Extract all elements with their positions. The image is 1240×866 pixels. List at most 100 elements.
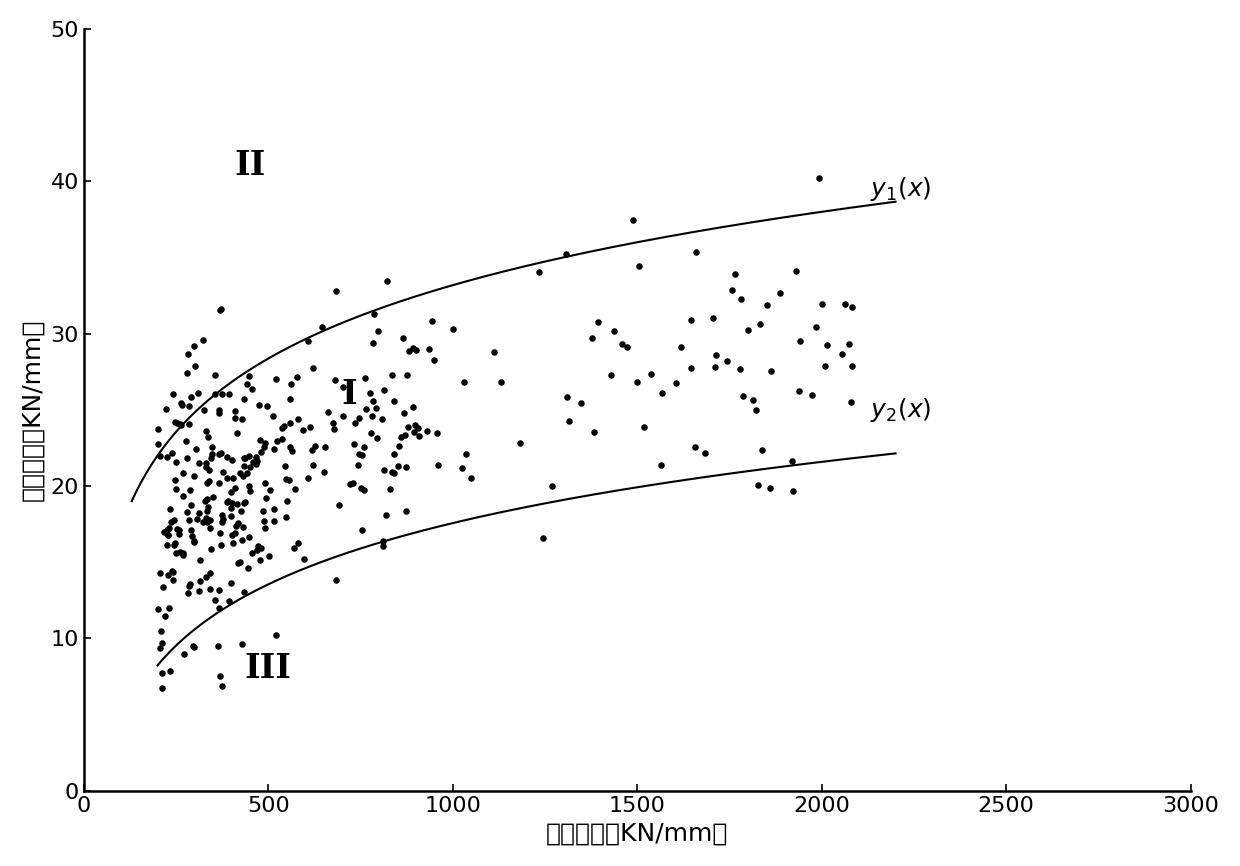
- Point: [373, 534, 393, 548]
- Point: [417, 424, 436, 438]
- Point: [167, 416, 187, 430]
- Point: [180, 577, 200, 591]
- Point: [212, 679, 232, 693]
- Point: [281, 377, 301, 391]
- Point: [156, 402, 176, 416]
- Point: [186, 443, 206, 456]
- Point: [622, 213, 642, 227]
- Point: [322, 416, 342, 430]
- Point: [231, 555, 250, 569]
- Point: [588, 315, 608, 329]
- Text: I: I: [341, 378, 357, 411]
- Point: [686, 440, 706, 454]
- Point: [760, 481, 780, 495]
- Point: [671, 340, 691, 354]
- Point: [264, 442, 284, 456]
- Point: [254, 440, 274, 454]
- Point: [234, 451, 254, 465]
- Point: [255, 491, 275, 505]
- Point: [182, 638, 202, 652]
- Point: [839, 337, 859, 351]
- Point: [234, 585, 254, 599]
- Point: [409, 430, 429, 443]
- Point: [312, 320, 332, 334]
- Point: [491, 375, 511, 389]
- Point: [706, 348, 725, 362]
- Point: [717, 354, 737, 368]
- Point: [315, 440, 335, 454]
- Point: [206, 387, 226, 401]
- Point: [200, 463, 219, 477]
- Point: [238, 560, 258, 574]
- Point: [389, 439, 409, 453]
- Point: [157, 528, 177, 542]
- Point: [197, 504, 217, 518]
- Point: [221, 501, 241, 515]
- Point: [243, 383, 263, 397]
- Point: [169, 527, 188, 541]
- Point: [383, 447, 403, 461]
- Point: [174, 488, 193, 502]
- Point: [210, 584, 229, 598]
- Point: [267, 434, 286, 448]
- Point: [250, 433, 270, 447]
- Point: [510, 436, 529, 450]
- Point: [326, 572, 346, 586]
- Point: [393, 331, 413, 345]
- Point: [288, 412, 308, 426]
- Point: [342, 476, 362, 490]
- Point: [303, 458, 322, 472]
- Point: [403, 401, 423, 415]
- Point: [175, 647, 195, 661]
- Text: $y_1(x)$: $y_1(x)$: [869, 175, 931, 203]
- Point: [181, 391, 201, 404]
- Point: [211, 538, 231, 552]
- Point: [687, 245, 707, 259]
- Point: [348, 410, 368, 424]
- Point: [165, 536, 185, 550]
- Point: [167, 521, 187, 535]
- Y-axis label: 标准扭矩（KN/mm）: 标准扭矩（KN/mm）: [21, 319, 45, 501]
- Point: [301, 443, 321, 457]
- Point: [398, 420, 418, 434]
- Point: [164, 538, 184, 552]
- Point: [232, 504, 252, 518]
- Point: [259, 549, 279, 563]
- Point: [160, 663, 180, 677]
- Point: [172, 547, 192, 561]
- Point: [218, 494, 238, 508]
- Point: [424, 352, 444, 366]
- Point: [559, 414, 579, 428]
- Point: [314, 465, 334, 479]
- Point: [191, 574, 211, 588]
- Point: [746, 404, 766, 417]
- Point: [237, 466, 257, 480]
- Point: [377, 275, 397, 288]
- Point: [196, 494, 216, 508]
- Point: [255, 436, 275, 450]
- Point: [176, 435, 196, 449]
- Point: [394, 405, 414, 419]
- Point: [790, 334, 810, 348]
- Point: [239, 460, 259, 474]
- Text: $y_2(x)$: $y_2(x)$: [869, 396, 931, 423]
- Point: [161, 515, 181, 529]
- Point: [201, 450, 221, 464]
- Point: [232, 637, 252, 651]
- Point: [703, 311, 723, 325]
- Point: [212, 508, 232, 522]
- Point: [280, 392, 300, 406]
- Point: [782, 455, 802, 469]
- Point: [294, 423, 314, 436]
- Point: [232, 533, 252, 547]
- Point: [226, 527, 246, 540]
- Point: [317, 405, 337, 419]
- Point: [730, 363, 750, 377]
- Point: [234, 495, 254, 509]
- Point: [340, 477, 360, 491]
- Point: [329, 498, 348, 512]
- Point: [272, 432, 291, 446]
- Point: [254, 520, 274, 534]
- Point: [604, 325, 624, 339]
- Point: [171, 396, 191, 410]
